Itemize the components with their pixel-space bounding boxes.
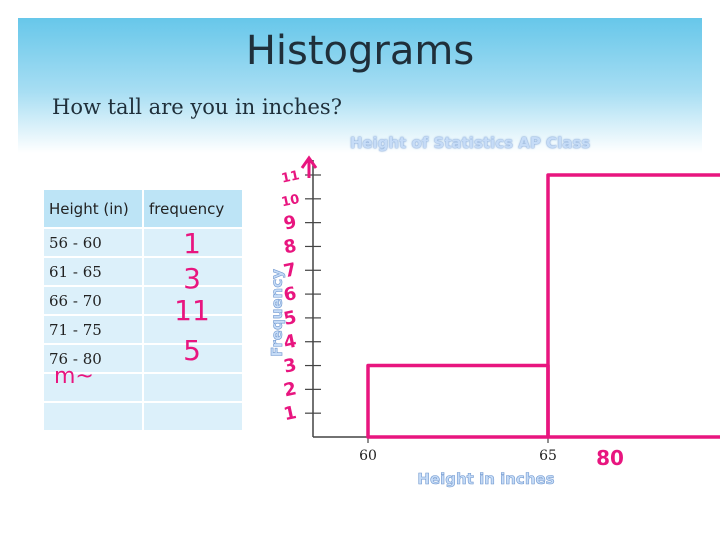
arrow-icon xyxy=(300,155,318,178)
range-cell: 61 - 65 xyxy=(42,256,144,287)
handwritten-y-tick: 6 xyxy=(282,283,299,306)
slide-title: Histograms xyxy=(245,28,475,74)
x-tick-label: 60 xyxy=(359,448,377,464)
table-row xyxy=(42,401,244,432)
table-row: 56 - 60 xyxy=(42,227,244,258)
handwritten-frequency: 5 xyxy=(183,334,201,367)
range-cell: 71 - 75 xyxy=(42,314,144,345)
handwritten-frequency: 1 xyxy=(183,227,201,260)
table-header-row: Height (in) frequency xyxy=(42,188,244,229)
range-cell: 56 - 60 xyxy=(42,227,144,258)
chart-title: Height of Statistics AP Class xyxy=(349,134,591,152)
handwritten-y-tick: 5 xyxy=(282,307,299,330)
header-height: Height (in) xyxy=(42,188,144,229)
handwritten-x-tick-80: 80 xyxy=(596,446,624,470)
histogram-bar xyxy=(546,173,720,439)
freq-cell xyxy=(142,227,244,258)
table-row: 66 - 70 xyxy=(42,285,244,316)
handwritten-y-tick: 2 xyxy=(282,378,299,401)
header-band xyxy=(18,18,702,153)
freq-cell xyxy=(142,401,244,432)
range-cell xyxy=(42,372,144,403)
handwritten-y-tick: 8 xyxy=(282,235,299,258)
range-cell: 66 - 70 xyxy=(42,285,144,316)
table-row: 61 - 65 xyxy=(42,256,244,287)
range-cell xyxy=(42,401,144,432)
bullet-question: How tall are you in inches? xyxy=(52,95,342,119)
table-row: 76 - 80 xyxy=(42,343,244,374)
freq-cell xyxy=(142,343,244,374)
histogram-bars xyxy=(366,173,720,439)
handwritten-y-tick: 1 xyxy=(282,402,299,425)
freq-cell xyxy=(142,256,244,287)
table-row xyxy=(42,372,244,403)
handwritten-y-tick: 7 xyxy=(282,259,299,282)
header-frequency: frequency xyxy=(142,188,244,229)
handwritten-frequency: 11 xyxy=(174,294,210,327)
freq-cell xyxy=(142,314,244,345)
x-axis-label: Height in inches xyxy=(417,470,554,488)
frequency-table: Height (in) frequency 56 - 60 61 - 65 66… xyxy=(42,188,244,432)
handwritten-scribble: m~ xyxy=(54,364,94,389)
range-cell: 76 - 80 xyxy=(42,343,144,374)
x-tick-label: 65 xyxy=(539,448,557,464)
table-row: 71 - 75 xyxy=(42,314,244,345)
freq-cell xyxy=(142,285,244,316)
freq-cell xyxy=(142,372,244,403)
handwritten-frequency: 3 xyxy=(183,262,201,295)
histogram-bar xyxy=(366,363,550,439)
handwritten-y-tick: 11 xyxy=(280,168,301,186)
handwritten-y-tick: 10 xyxy=(280,192,301,210)
chart-axes xyxy=(312,160,698,438)
y-ticks xyxy=(305,174,321,414)
handwritten-y-tick: 9 xyxy=(282,212,299,235)
handwritten-y-tick: 3 xyxy=(282,354,299,377)
handwritten-y-tick: 4 xyxy=(282,331,299,354)
y-axis-label: Frequency xyxy=(268,269,286,357)
